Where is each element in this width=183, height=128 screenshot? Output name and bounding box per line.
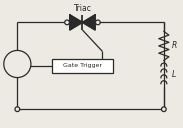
Bar [52, 59, 113, 73]
Circle shape [4, 50, 31, 78]
Polygon shape [83, 15, 95, 30]
Text: R: R [171, 41, 177, 50]
Circle shape [65, 20, 69, 25]
Circle shape [15, 107, 20, 112]
Circle shape [96, 20, 100, 25]
Text: L: L [171, 70, 176, 79]
Text: Triac: Triac [74, 4, 91, 13]
Text: Gate Trigger: Gate Trigger [63, 63, 102, 68]
Circle shape [162, 107, 166, 112]
Polygon shape [70, 15, 83, 30]
